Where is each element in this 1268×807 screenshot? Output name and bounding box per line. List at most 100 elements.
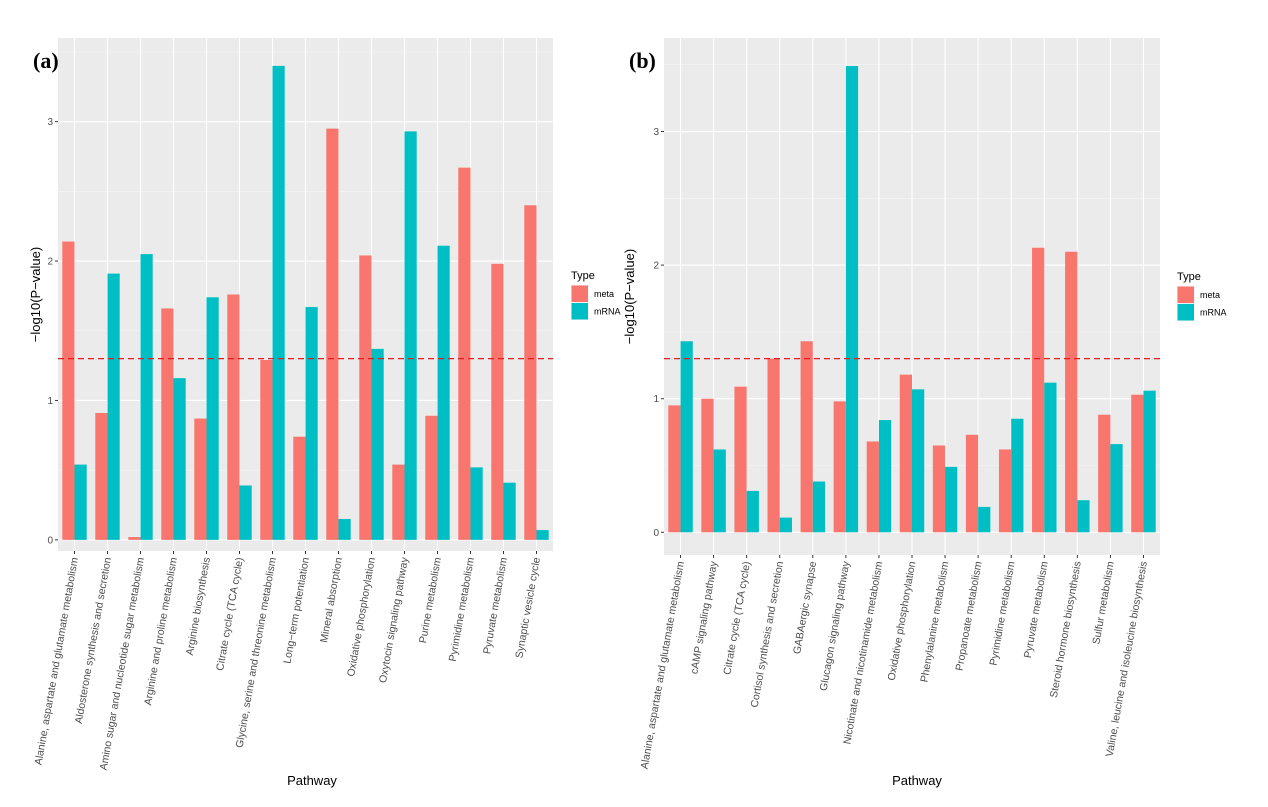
- bar-mRNA: [746, 490, 759, 533]
- y-axis-title: −log10(P−value): [28, 247, 43, 342]
- x-tick-label: Purine metabolism: [417, 556, 444, 644]
- x-tick-label: Aldosterone synthesis and secretion: [73, 556, 114, 724]
- bar-mRNA: [680, 341, 693, 533]
- x-tick-label: Oxytocin signaling pathway: [377, 556, 411, 684]
- x-tick-label: Pyruvate metabolism: [1022, 560, 1051, 659]
- bar-meta: [668, 405, 681, 533]
- y-tick-label: 0: [47, 535, 53, 546]
- x-tick-label: Arginine and proline metabolism: [142, 556, 180, 706]
- x-tick-label: Oxidative phosphorylation: [345, 556, 378, 677]
- x-tick-label: Pyrimidine metabolism: [987, 560, 1017, 666]
- bar-meta: [866, 441, 879, 533]
- bar-mRNA: [272, 65, 285, 540]
- y-axis-title: −log10(P−value): [622, 249, 637, 344]
- y-tick-label: 3: [47, 117, 53, 128]
- bar-meta: [359, 255, 372, 540]
- bar-meta: [1032, 247, 1045, 533]
- x-tick-label: Alanine, aspartate and glutamate metabol…: [33, 556, 81, 766]
- legend-label-meta: meta: [1200, 290, 1220, 300]
- bar-meta: [392, 464, 405, 540]
- bar-mRNA: [470, 467, 483, 540]
- x-tick-label: Pyruvate metabolism: [481, 556, 510, 655]
- bar-meta: [458, 167, 471, 540]
- x-tick-label: Alanine, aspartate and glutamate metabol…: [639, 560, 687, 770]
- bar-meta: [491, 263, 504, 540]
- bar-mRNA: [371, 348, 384, 540]
- legend-key-meta: [571, 285, 588, 302]
- bar-mRNA: [845, 66, 859, 533]
- legend-title: Type: [1177, 271, 1201, 283]
- x-axis-title: Pathway: [287, 773, 337, 788]
- bar-meta: [899, 374, 912, 533]
- bar-mRNA: [713, 449, 726, 533]
- bar-meta: [62, 241, 75, 540]
- bar-meta: [293, 436, 306, 540]
- bar-mRNA: [404, 131, 417, 540]
- bar-meta: [425, 415, 438, 540]
- x-tick-label: GABAergic synapse: [791, 560, 819, 655]
- bar-meta: [734, 386, 747, 533]
- bar-meta: [833, 401, 846, 533]
- x-tick-label: Nicotinate and nicotinamide metabolism: [841, 560, 885, 745]
- bar-meta: [128, 537, 141, 540]
- bar-meta: [1131, 394, 1144, 533]
- bar-mRNA: [437, 245, 450, 540]
- bar-meta: [326, 128, 339, 540]
- bar-mRNA: [305, 307, 318, 540]
- bar-mRNA: [812, 481, 826, 533]
- bar-mRNA: [1110, 444, 1123, 533]
- y-tick-label: 2: [653, 261, 659, 272]
- x-tick-label: Glucagon signaling pathway: [818, 560, 853, 692]
- bar-mRNA: [173, 378, 186, 540]
- bar-mRNA: [912, 389, 925, 533]
- legend-key-meta: [1177, 286, 1194, 303]
- legend-key-mRNA: [571, 303, 588, 320]
- bar-meta: [701, 398, 714, 533]
- bar-mRNA: [1077, 500, 1090, 533]
- panel-tag: (b): [629, 48, 656, 73]
- legend-label-mRNA: mRNA: [594, 307, 621, 317]
- y-tick-label: 0: [653, 528, 659, 539]
- legend-label-meta: meta: [594, 289, 614, 299]
- x-tick-label: Pyrimidine metabolism: [447, 556, 477, 662]
- x-tick-label: Synaptic vesicle cycle: [513, 556, 543, 659]
- x-tick-label: Citrate cycle (TCA cycle): [721, 560, 753, 675]
- bar-mRNA: [1143, 390, 1156, 533]
- x-tick-label: cAMP signaling pathway: [688, 560, 720, 675]
- bar-meta: [1098, 414, 1111, 533]
- bar-mRNA: [878, 420, 892, 533]
- bar-meta: [194, 418, 207, 540]
- y-tick-label: 1: [653, 394, 659, 405]
- y-tick-label: 2: [47, 257, 53, 268]
- panel-tag: (a): [33, 48, 59, 73]
- legend: Type meta mRNA: [1177, 271, 1227, 321]
- bar-mRNA: [536, 530, 549, 540]
- bar-mRNA: [503, 482, 516, 540]
- bar-meta: [932, 445, 946, 533]
- bar-meta: [767, 358, 780, 533]
- x-tick-label: Long−term potentiation: [281, 556, 312, 664]
- x-tick-label: Arginine biosynthesis: [184, 556, 213, 656]
- bar-mRNA: [140, 254, 153, 540]
- bar-meta: [227, 294, 240, 540]
- bar-mRNA: [107, 273, 120, 540]
- bar-mRNA: [1011, 418, 1024, 533]
- x-tick-label: Phenylalanine metabolism: [918, 560, 951, 683]
- y-tick-label: 1: [47, 396, 53, 407]
- bar-meta: [161, 308, 174, 540]
- bar-mRNA: [978, 506, 991, 533]
- bar-meta: [95, 412, 108, 540]
- bar-mRNA: [945, 466, 958, 533]
- bar-meta: [260, 360, 273, 540]
- legend-title: Type: [571, 270, 595, 282]
- bar-mRNA: [338, 518, 351, 540]
- legend-key-mRNA: [1177, 304, 1194, 321]
- bar-meta: [1065, 251, 1078, 533]
- bar-meta: [965, 434, 979, 533]
- y-tick-label: 3: [653, 127, 659, 138]
- panel-a: 0 1 2 3 Alanine, aspartate and glutamate met…: [28, 38, 621, 788]
- x-tick-label: Citrate cycle (TCA cycle): [214, 556, 246, 671]
- x-tick-label: Oxidative phosphorylation: [886, 560, 919, 681]
- x-axis-title: Pathway: [892, 773, 942, 788]
